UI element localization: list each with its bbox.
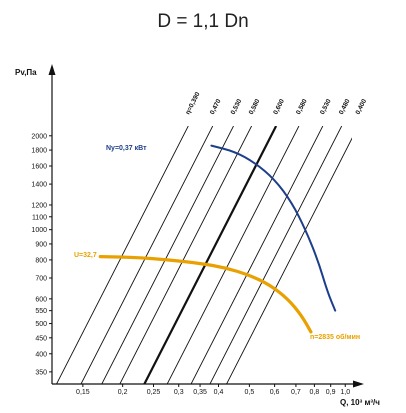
y-tick-label: 1600	[31, 164, 47, 171]
y-tick-label: 550	[35, 308, 47, 315]
efficiency-line	[56, 126, 189, 384]
x-tick-label: 1,0	[340, 389, 350, 396]
efficiency-label: 0,530	[230, 98, 244, 116]
y-axis-label: Pv,Па	[15, 68, 37, 77]
x-axis-label: Q, 10³ м³/ч	[340, 398, 380, 407]
efficiency-line	[143, 126, 278, 384]
efficiency-labels: η=0,390 0,470 0,530 0,580 0,600 0,580 0,530 0,4…	[184, 91, 368, 116]
efficiency-line	[80, 126, 214, 384]
y-tick-label: 1800	[31, 148, 47, 155]
efficiency-line	[190, 126, 324, 384]
y-tick-label: 350	[35, 369, 47, 376]
y-tick-label: 1400	[31, 182, 47, 189]
y-tick-label: 1100	[32, 214, 47, 221]
y-tick-label: 700	[35, 275, 47, 282]
tip-speed-annotation: U=32,7	[74, 252, 97, 259]
efficiency-line	[101, 126, 234, 384]
efficiency-label: 0,480	[338, 98, 352, 116]
x-tick-label: 0,3	[174, 389, 184, 396]
power-curve	[210, 144, 337, 312]
y-tick-label: 500	[35, 321, 47, 328]
y-tick-label: 900	[35, 241, 47, 248]
efficiency-line	[119, 126, 252, 384]
power-annotation: Ny=0,37 кВт	[106, 145, 147, 152]
x-ticks: 0,15 0,2 0,25 0,3 0,35 0,4 0,5 0,6 0,7 0,8 0,9 1,0	[76, 384, 350, 396]
y-tick-label: 1200	[31, 202, 47, 209]
efficiency-label: η=0,390	[184, 91, 201, 116]
x-axis-arrow	[353, 380, 364, 388]
efficiency-line	[226, 137, 352, 384]
x-tick-label: 0,2	[118, 389, 128, 396]
efficiency-label: 0,530	[319, 98, 333, 116]
y-tick-label: 450	[35, 335, 47, 342]
y-tick-label: 400	[35, 351, 47, 358]
y-tick-label: 1000	[31, 227, 47, 234]
x-tick-label: 0,15	[76, 389, 90, 396]
chart-title: D = 1,1 Dn	[157, 11, 248, 32]
y-tick-label: 600	[35, 296, 47, 303]
efficiency-label: 0,400	[355, 98, 369, 116]
y-ticks: 350 400 450 500 550 600 700 800 900 1000 1100 1200 1…	[31, 133, 52, 376]
efficiency-label: 0,580	[295, 98, 309, 116]
x-tick-label: 0,8	[310, 389, 320, 396]
x-tick-label: 0,4	[214, 389, 224, 396]
x-tick-label: 0,5	[245, 389, 255, 396]
efficiency-label: 0,470	[209, 98, 223, 116]
x-tick-label: 0,6	[270, 389, 280, 396]
efficiency-label: 0,580	[248, 98, 262, 116]
efficiency-line	[166, 126, 300, 384]
performance-curves	[98, 144, 337, 334]
efficiency-line	[209, 126, 343, 384]
x-tick-label: 0,35	[193, 389, 207, 396]
y-tick-label: 800	[35, 257, 47, 264]
y-tick-label: 2000	[31, 133, 47, 140]
x-tick-label: 0,9	[326, 389, 336, 396]
efficiency-lines	[56, 126, 352, 384]
efficiency-label: 0,600	[272, 98, 286, 116]
pressure-curve	[98, 255, 313, 334]
rpm-annotation: n=2835 об/мин	[310, 333, 360, 341]
x-tick-label: 0,7	[291, 389, 301, 396]
y-axis-arrow	[48, 64, 56, 75]
x-tick-label: 0,25	[147, 389, 161, 396]
